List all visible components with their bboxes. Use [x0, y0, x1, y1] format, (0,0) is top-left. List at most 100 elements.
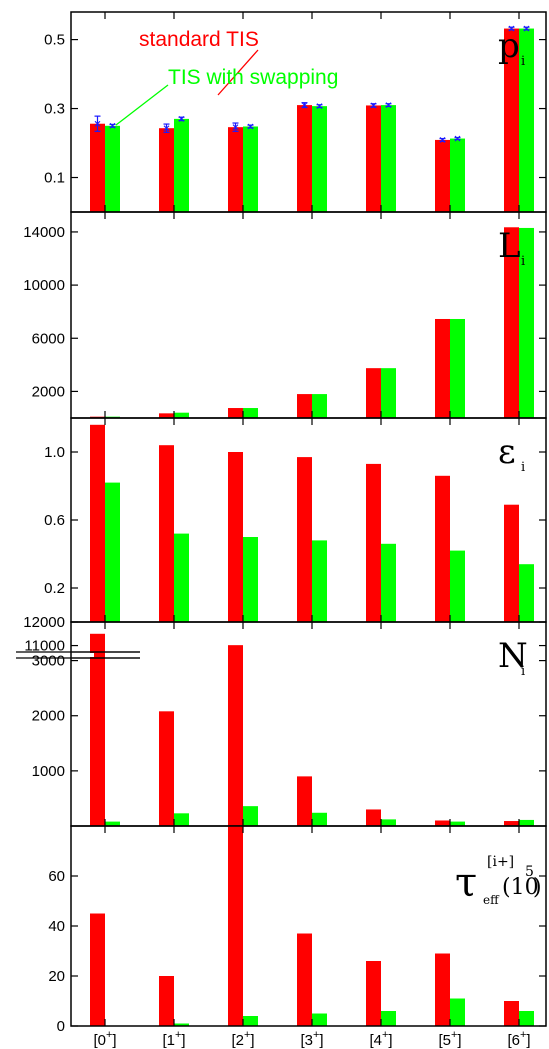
panel-frame-1 — [70, 211, 547, 419]
panel-label-sub: i — [521, 254, 525, 269]
axis-break-gap — [72, 653, 94, 657]
bar-standard-4 — [366, 463, 381, 622]
y-tick-label-3-3: 11000 — [24, 638, 65, 655]
bar-swapping-4 — [381, 105, 396, 212]
bar-swapping-2 — [243, 126, 258, 212]
bar-standard-0 — [90, 123, 105, 212]
bar-swapping-3 — [312, 106, 327, 212]
legend-label-swapping: TIS with swapping — [168, 66, 338, 89]
bar-standard-2 — [228, 127, 243, 212]
error-bar-standard-5 — [439, 137, 446, 143]
bar-swapping-3 — [312, 394, 327, 418]
bar-standard-0 — [90, 633, 105, 826]
legend-pointer-swapping — [115, 84, 169, 126]
error-bar-standard-6 — [508, 25, 515, 32]
error-bar-mark-b — [370, 102, 377, 109]
error-bar-swapping-6 — [523, 25, 530, 32]
y-tick-label-1-3: 14000 — [23, 224, 65, 241]
legend-label-standard: standard TIS — [139, 28, 259, 51]
bar-standard-0 — [90, 424, 105, 622]
error-bar-swapping-4 — [385, 102, 392, 108]
panel-label-sub: i — [521, 54, 525, 69]
bar-swapping-4 — [381, 368, 396, 418]
error-bar-standard-4 — [370, 102, 377, 109]
panel-label-sub: i — [521, 664, 525, 679]
error-bar-standard-2 — [232, 122, 239, 132]
x-label-1: [1+] — [162, 1029, 185, 1049]
bar-swapping-3 — [312, 540, 327, 622]
panel-label-main: p — [498, 26, 520, 66]
x-label-6: [6+] — [507, 1029, 530, 1049]
x-label-5: [5+] — [438, 1029, 461, 1049]
bar-swapping-0 — [105, 482, 120, 622]
panel-4: 0 20 40 60 τ eff [i+] (105) — [48, 825, 547, 1035]
bar-standard-2 — [228, 452, 243, 622]
error-bar-mark-b — [301, 102, 308, 108]
bar-standard-4 — [366, 368, 381, 418]
error-bar-swapping-3 — [316, 103, 323, 110]
bar-swapping-5 — [450, 998, 465, 1026]
panel-label-main: ε — [498, 432, 516, 472]
x-label-3: [3+] — [300, 1029, 323, 1049]
error-bar-mark-b — [232, 124, 239, 131]
bar-swapping-5 — [450, 318, 465, 418]
error-bar-mark-b — [247, 123, 254, 130]
x-axis-labels: [0+] [1+] [2+] [3+] [4+] [5+] [6+] — [93, 1029, 530, 1049]
x-label-0: [0+] — [93, 1029, 116, 1049]
error-bar-mark-b — [508, 25, 515, 32]
x-label-4: [4+] — [369, 1029, 392, 1049]
panel-label-main: τ — [455, 860, 477, 906]
panel-label-3: Ni — [498, 636, 528, 679]
y-tick-label-0-2: 0.5 — [44, 32, 65, 49]
error-bar-standard-0 — [94, 115, 101, 132]
panel-0: 0.1 0.3 0.5 p i — [44, 11, 547, 213]
error-bar-mark-b — [163, 125, 170, 132]
bar-standard-4 — [366, 809, 381, 826]
bar-swapping-1 — [174, 1023, 189, 1026]
y-tick-label-0-0: 0.1 — [44, 170, 65, 187]
bar-standard-3 — [297, 394, 312, 418]
bar-standard-4 — [366, 105, 381, 212]
bar-standard-1 — [159, 413, 174, 418]
y-tick-label-1-0: 2000 — [32, 383, 65, 400]
bar-standard-6 — [504, 1001, 519, 1026]
bar-swapping-0 — [105, 125, 120, 212]
panel-label-sub: eff — [483, 893, 500, 907]
bar-standard-2 — [228, 408, 243, 418]
error-bar-mark-b — [523, 25, 530, 32]
error-bar-standard-3 — [301, 102, 308, 109]
bar-standard-6 — [504, 28, 519, 212]
bar-swapping-6 — [519, 819, 534, 826]
bar-swapping-3 — [312, 812, 327, 826]
panel-label-sub: i — [521, 460, 525, 475]
bar-swapping-4 — [381, 1011, 396, 1026]
bar-standard-5 — [435, 139, 450, 212]
y-tick-label-4-1: 20 — [48, 968, 65, 985]
bar-swapping-4 — [381, 543, 396, 622]
panel-label-4: τ eff [i+] (105) — [455, 854, 542, 907]
y-tick-label-3-4: 12000 — [23, 614, 65, 631]
bar-standard-5 — [435, 953, 450, 1026]
bar-swapping-4 — [381, 819, 396, 826]
y-tick-label-0-1: 0.3 — [44, 101, 65, 118]
bar-swapping-6 — [519, 227, 534, 418]
y-tick-label-4-0: 0 — [57, 1018, 65, 1035]
panel-label-main: L — [498, 226, 521, 266]
panel-label-sup: [i+] — [487, 854, 514, 870]
error-bar-swapping-2 — [247, 123, 254, 130]
bar-standard-3 — [297, 457, 312, 622]
bar-standard-2 — [228, 645, 243, 826]
bar-swapping-0 — [105, 821, 120, 826]
error-bar-mark-b — [316, 103, 323, 110]
y-tick-label-3-1: 2000 — [32, 708, 65, 725]
bar-swapping-1 — [174, 118, 189, 212]
x-label-2: [2+] — [231, 1029, 254, 1049]
error-bar-mark-b — [454, 135, 461, 142]
panel-label-unit: (10 — [502, 875, 539, 900]
bar-swapping-1 — [174, 412, 189, 418]
bar-swapping-2 — [243, 408, 258, 418]
